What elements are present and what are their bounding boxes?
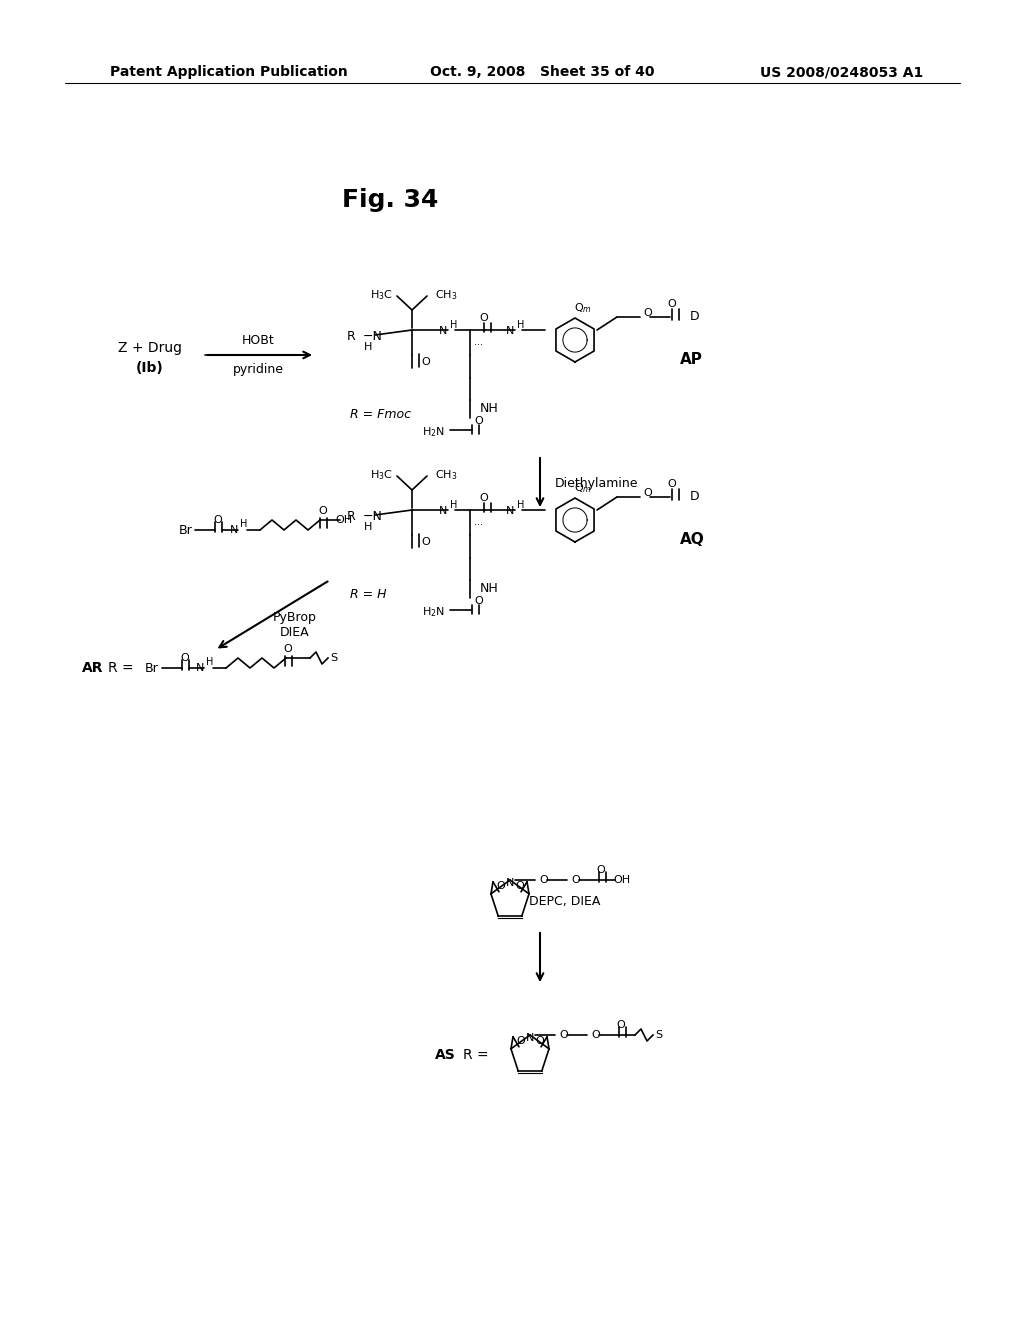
Text: H: H (517, 500, 524, 510)
Text: H: H (450, 500, 458, 510)
Text: Br: Br (178, 524, 193, 536)
Text: O: O (284, 644, 293, 653)
Text: N: N (506, 506, 514, 516)
Text: O: O (318, 506, 328, 516)
Text: O: O (536, 1036, 544, 1045)
Text: CH$_3$: CH$_3$ (435, 288, 458, 302)
Text: N: N (438, 506, 447, 516)
Text: O: O (515, 880, 524, 891)
Text: O: O (571, 875, 580, 884)
Text: AP: AP (680, 352, 702, 367)
Text: Q$_m$: Q$_m$ (574, 480, 592, 495)
Text: O: O (180, 653, 189, 663)
Text: −N: −N (362, 330, 383, 342)
Text: O: O (479, 492, 488, 503)
Text: R = H: R = H (350, 589, 386, 602)
Text: H$_3$C: H$_3$C (370, 469, 393, 482)
Text: O: O (474, 597, 482, 606)
Text: O: O (559, 1030, 567, 1040)
Text: N: N (506, 878, 514, 888)
Text: DEPC, DIEA: DEPC, DIEA (529, 895, 601, 908)
Text: N: N (506, 326, 514, 337)
Text: DIEA: DIEA (281, 626, 310, 639)
Text: AQ: AQ (680, 532, 705, 548)
Text: H$_3$C: H$_3$C (370, 288, 393, 302)
Text: N: N (525, 1034, 535, 1043)
Text: O: O (516, 1036, 524, 1045)
Text: NH: NH (480, 582, 499, 594)
Text: O: O (214, 515, 222, 525)
Text: D: D (690, 310, 699, 323)
Text: D: D (690, 491, 699, 503)
Text: AR: AR (82, 661, 103, 675)
Text: H$_2$N: H$_2$N (422, 605, 445, 619)
Text: H: H (364, 342, 372, 352)
Text: N: N (438, 326, 447, 337)
Text: Fig. 34: Fig. 34 (342, 187, 438, 213)
Text: US 2008/0248053 A1: US 2008/0248053 A1 (760, 65, 924, 79)
Text: pyridine: pyridine (232, 363, 284, 376)
Text: H: H (240, 519, 248, 529)
Text: O: O (591, 1030, 600, 1040)
Text: S: S (330, 653, 337, 663)
Text: Q$_m$: Q$_m$ (574, 301, 592, 315)
Text: O: O (421, 356, 430, 367)
Text: Patent Application Publication: Patent Application Publication (110, 65, 348, 79)
Text: H$_2$N: H$_2$N (422, 425, 445, 438)
Text: ...: ... (474, 517, 483, 527)
Text: H: H (364, 521, 372, 532)
Text: S: S (655, 1030, 663, 1040)
Text: CH$_3$: CH$_3$ (435, 469, 458, 482)
Text: O: O (668, 479, 677, 488)
Text: H: H (517, 319, 524, 330)
Text: O: O (668, 300, 677, 309)
Text: −N: −N (362, 510, 383, 523)
Text: O: O (539, 875, 548, 884)
Text: R: R (346, 510, 355, 523)
Text: O: O (643, 488, 651, 498)
Text: O: O (597, 865, 605, 875)
Text: R: R (346, 330, 355, 342)
Text: Diethylamine: Diethylamine (555, 477, 639, 490)
Text: Z + Drug: Z + Drug (118, 341, 182, 355)
Text: R = Fmoc: R = Fmoc (350, 408, 411, 421)
Text: H: H (206, 657, 213, 667)
Text: R =: R = (108, 661, 133, 675)
Text: O: O (616, 1020, 626, 1030)
Text: O: O (496, 880, 505, 891)
Text: Oct. 9, 2008   Sheet 35 of 40: Oct. 9, 2008 Sheet 35 of 40 (430, 65, 654, 79)
Text: AS: AS (435, 1048, 456, 1063)
Text: N: N (196, 663, 204, 673)
Text: (Ib): (Ib) (136, 360, 164, 375)
Text: O: O (643, 308, 651, 318)
Text: O: O (474, 416, 482, 426)
Text: OH: OH (613, 875, 630, 884)
Text: O: O (479, 313, 488, 323)
Text: ...: ... (474, 337, 483, 347)
Text: R =: R = (463, 1048, 488, 1063)
Text: O: O (421, 537, 430, 546)
Text: NH: NH (480, 401, 499, 414)
Text: H: H (450, 319, 458, 330)
Text: PyBrop: PyBrop (273, 610, 317, 623)
Text: OH: OH (335, 515, 352, 525)
Text: Br: Br (144, 661, 158, 675)
Text: N: N (229, 525, 238, 535)
Text: HOBt: HOBt (242, 334, 274, 346)
